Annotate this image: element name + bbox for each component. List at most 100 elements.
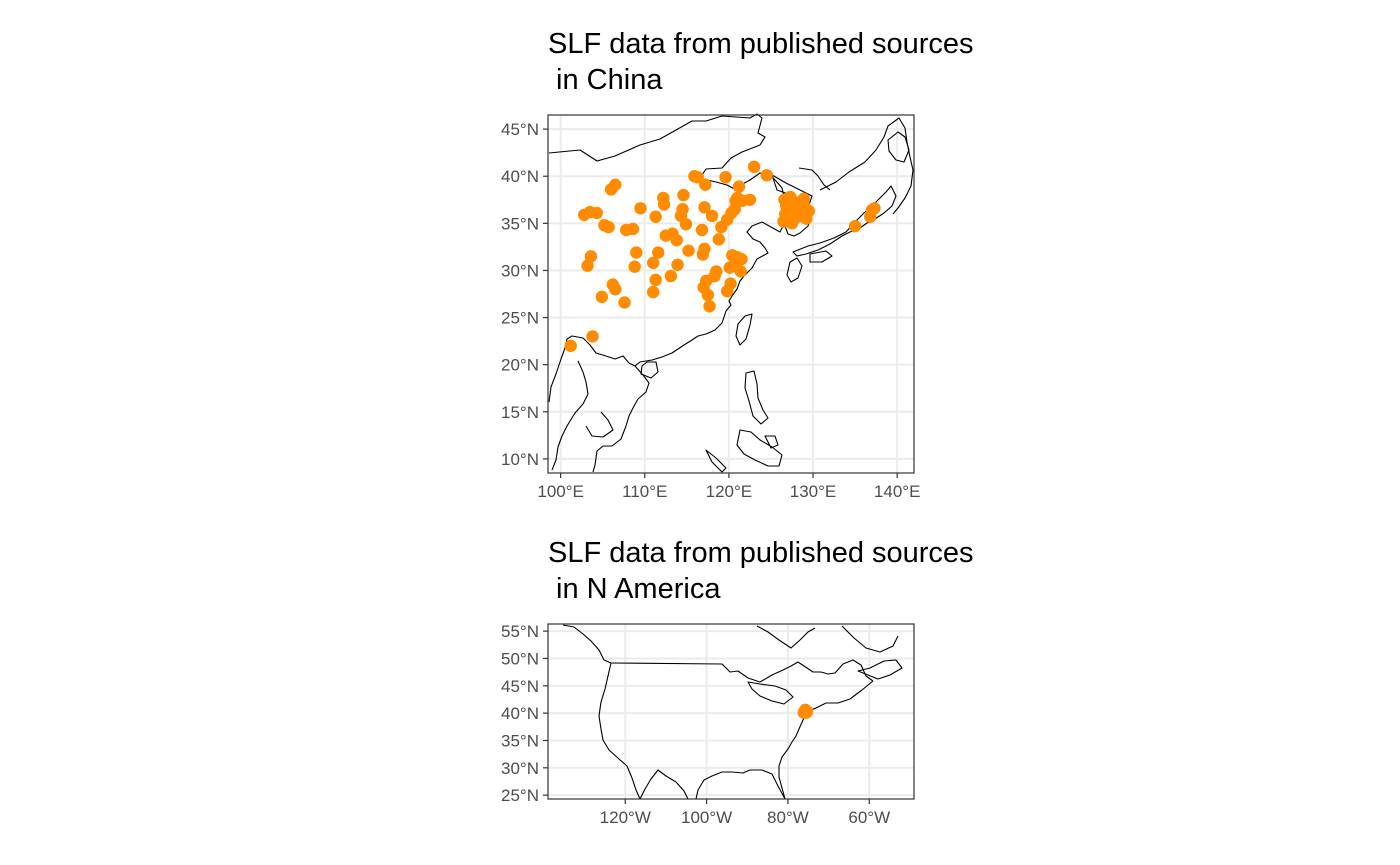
- china-data-point: [797, 192, 810, 206]
- china-data-point: [688, 170, 701, 183]
- china-data-point: [779, 207, 792, 221]
- china-data-point: [598, 219, 611, 232]
- china-x-tick-label: 130°E: [790, 482, 837, 501]
- china-data-point: [595, 290, 609, 304]
- na-great-lakes: [747, 681, 794, 705]
- china-data-point: [659, 229, 672, 242]
- china-data-point: [795, 209, 808, 223]
- china-data-point: [710, 265, 723, 278]
- na-points: [797, 703, 814, 719]
- china-data-point: [719, 170, 732, 184]
- china-data-point: [726, 249, 739, 262]
- na-y-tick-label: 45°N: [501, 677, 539, 696]
- china-data-point: [628, 260, 641, 273]
- china-data-point: [646, 256, 660, 270]
- china-data-point: [734, 265, 747, 278]
- china-data-point: [732, 180, 746, 193]
- china-data-point: [848, 219, 862, 233]
- china-data-point: [584, 250, 598, 263]
- china-y-tick-label: 15°N: [501, 403, 539, 422]
- china-x-tick-label: 110°E: [622, 482, 667, 501]
- china-y-tick-label: 10°N: [501, 450, 539, 469]
- china-data-point: [728, 203, 741, 216]
- china-data-point: [729, 194, 742, 207]
- china-data-point: [604, 183, 618, 196]
- china-data-point: [646, 285, 660, 299]
- china-data-point: [788, 198, 801, 211]
- china-data-point: [736, 194, 749, 207]
- philippines-luzon: [744, 370, 769, 425]
- china-data-point: [723, 261, 736, 274]
- japan-island-hokkaido: [887, 131, 910, 163]
- china-data-point: [590, 206, 603, 220]
- na-east-coast: [778, 680, 874, 800]
- na-x-tick-label: 60°W: [848, 808, 890, 827]
- hainan-island: [640, 361, 659, 379]
- china-panel-border: [547, 114, 915, 474]
- china-data-point: [577, 208, 591, 222]
- china-data-point: [652, 246, 665, 259]
- china-points: [564, 160, 881, 353]
- japan-island-kyushu: [786, 257, 803, 283]
- na-y-tick-label: 35°N: [501, 731, 539, 750]
- china-data-point: [699, 178, 712, 191]
- china-x-tick-label: 140°E: [874, 482, 921, 501]
- china-russia-coast: [819, 117, 914, 215]
- china-data-point: [606, 278, 619, 291]
- china-y-tick-label: 30°N: [501, 261, 539, 280]
- china-data-point: [691, 170, 704, 184]
- china-data-point: [609, 178, 622, 191]
- philippines-palawan: [705, 449, 727, 473]
- china-data-point: [785, 217, 799, 230]
- china-data-point: [581, 259, 594, 272]
- na-panel-border: [547, 623, 915, 800]
- china-sea-gulf: [585, 411, 614, 438]
- china-data-point: [735, 252, 748, 266]
- china-data-point: [791, 203, 805, 216]
- na-canada-border: [610, 659, 874, 683]
- china-data-point: [800, 212, 813, 225]
- china-data-point: [792, 196, 805, 209]
- china-data-point: [679, 218, 693, 231]
- china-data-point: [721, 284, 734, 298]
- china-data-point: [674, 209, 688, 223]
- china-data-point: [670, 234, 683, 247]
- china-data-point: [583, 205, 597, 219]
- china-peninsula-coast: [592, 365, 650, 473]
- china-data-point: [721, 213, 734, 226]
- na-mexico-coast: [639, 769, 689, 800]
- china-data-point: [649, 273, 662, 287]
- china-axes-labels: 100°E 110°E 120°E 130°E 140°E 10°N 15°N 20°N 25°…: [501, 120, 920, 501]
- china-data-point: [784, 190, 797, 204]
- na-data-point: [800, 705, 814, 718]
- china-data-point: [671, 258, 684, 271]
- china-data-point: [586, 330, 599, 343]
- china-y-tick-label: 40°N: [501, 167, 539, 186]
- china-data-point: [698, 201, 711, 214]
- na-data-point: [800, 706, 813, 719]
- japan-island-shikoku: [809, 250, 833, 263]
- na-maritimes: [857, 659, 903, 680]
- na-y-tick-label: 50°N: [501, 649, 539, 668]
- na-y-tick-label: 25°N: [501, 786, 539, 805]
- china-data-point: [712, 233, 725, 246]
- china-data-point: [780, 213, 794, 226]
- china-data-point: [724, 277, 737, 290]
- na-west-coast: [562, 624, 641, 800]
- na-hudson-bay: [756, 625, 816, 649]
- china-data-point: [725, 206, 738, 220]
- china-data-point: [618, 296, 631, 309]
- china-data-point: [630, 246, 643, 259]
- china-map-title: SLF data from published sources in China: [548, 28, 974, 96]
- china-data-point: [564, 339, 577, 353]
- na-coastlines: [562, 624, 903, 800]
- philippines-mindanao: [764, 435, 779, 449]
- china-data-point: [789, 211, 802, 224]
- china-data-point: [634, 202, 647, 215]
- china-coastlines: [548, 113, 914, 473]
- na-data-point: [799, 705, 813, 718]
- china-data-point: [703, 300, 716, 313]
- china-y-tick-label: 20°N: [501, 356, 539, 375]
- china-data-point: [695, 223, 709, 237]
- china-data-point: [747, 160, 761, 174]
